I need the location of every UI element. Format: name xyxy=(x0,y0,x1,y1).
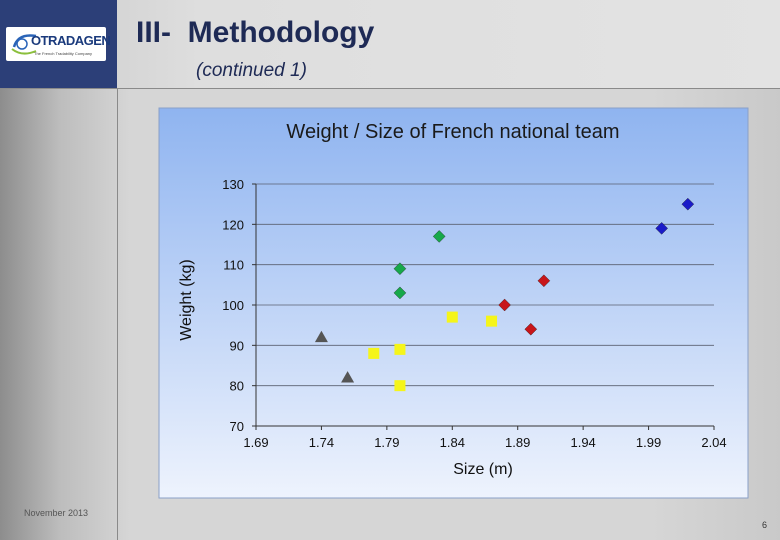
y-tick-label: 90 xyxy=(230,338,244,353)
data-point-square xyxy=(446,311,458,323)
y-tick-label: 110 xyxy=(223,258,244,273)
y-tick-label: 80 xyxy=(230,379,244,394)
divider-line xyxy=(117,88,118,540)
data-point-square xyxy=(394,343,406,355)
tick-labels: 70 80 90 100 110 120 130 1.69 1.74 1.79 1.84 1.89 1.… xyxy=(222,177,726,450)
data-point-diamond xyxy=(432,230,446,243)
x-tick-label: 1.99 xyxy=(636,435,661,450)
data-point-diamond xyxy=(681,197,695,211)
chart-title: Weight / Size of French national team xyxy=(286,121,619,143)
data-point-diamond xyxy=(655,222,668,235)
data-point-square xyxy=(486,315,498,327)
data-point-square xyxy=(368,347,380,359)
x-tick-label: 1.79 xyxy=(374,435,399,450)
data-point-diamond xyxy=(537,274,551,288)
data-point-square xyxy=(394,380,406,392)
x-tick-label: 1.84 xyxy=(440,435,465,450)
data-point-triangle xyxy=(314,330,328,343)
axes xyxy=(252,183,715,430)
gridlines xyxy=(256,183,714,387)
chart-area xyxy=(158,107,749,499)
logo-panel: OTRADAGEN The French Tradability Company xyxy=(0,0,117,88)
x-tick-label: 1.74 xyxy=(309,435,334,450)
data-point-triangle xyxy=(341,371,355,383)
data-point-diamond xyxy=(393,262,407,275)
x-axis-title: Size (m) xyxy=(453,461,513,478)
y-tick-label: 70 xyxy=(230,419,244,434)
header-band xyxy=(0,0,780,89)
data-points xyxy=(314,197,695,392)
y-tick-label: 120 xyxy=(222,217,244,232)
x-tick-label: 1.94 xyxy=(570,435,595,450)
data-point-diamond xyxy=(524,322,538,336)
data-point-diamond xyxy=(393,286,407,300)
x-tick-label: 1.89 xyxy=(505,435,530,450)
x-tick-label: 2.04 xyxy=(701,435,726,450)
y-tick-label: 100 xyxy=(222,298,244,313)
slide-subtitle: (continued 1) xyxy=(196,60,307,81)
footer-date: November 2013 xyxy=(24,508,89,518)
y-tick-label: 130 xyxy=(222,177,244,192)
company-logo: OTRADAGEN The French Tradability Company xyxy=(6,27,111,61)
data-point-diamond xyxy=(498,298,511,312)
slide-title: III- Methodology xyxy=(136,16,375,49)
logo-wordmark: OTRADAGEN xyxy=(31,33,111,48)
page-number: 6 xyxy=(762,520,768,530)
logo-swoosh-icon xyxy=(11,34,37,55)
x-tick-label: 1.69 xyxy=(243,435,268,450)
logo-tagline: The French Tradability Company xyxy=(34,51,93,56)
y-axis-title: Weight (kg) xyxy=(178,259,195,341)
